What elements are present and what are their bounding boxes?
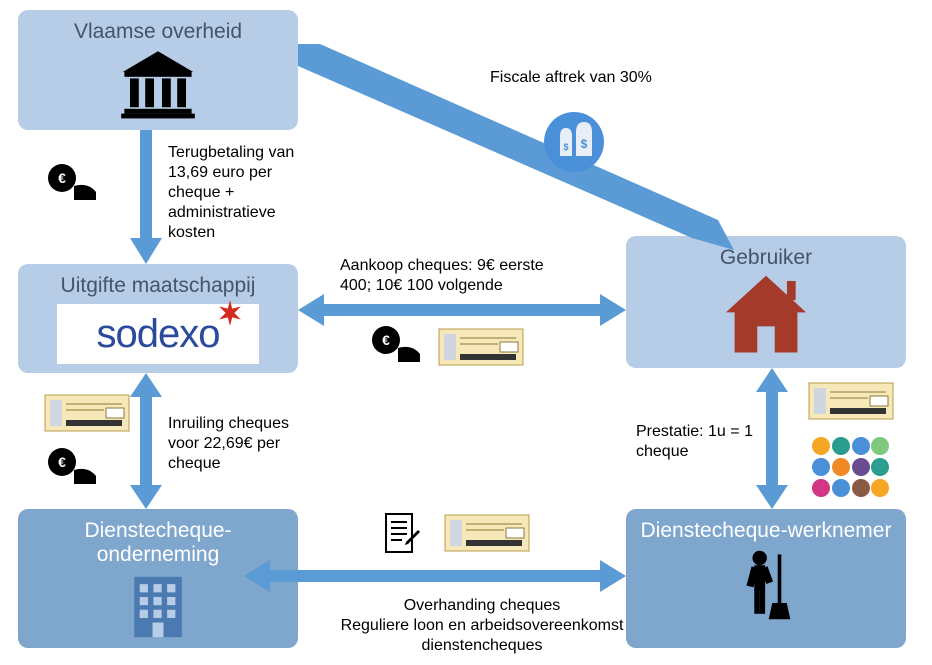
tax-badge-icon: $ $ <box>542 110 606 174</box>
house-icon <box>722 274 810 356</box>
contract-icon <box>382 512 422 556</box>
svg-text:€: € <box>382 332 390 348</box>
node-issuer-title: Uitgifte maatschappij <box>61 274 256 298</box>
cleaner-icon <box>734 549 798 621</box>
label-issuer-company: Inruiling cheques voor 22,69€ per cheque <box>168 414 308 474</box>
arrow-user-worker <box>752 368 792 509</box>
label-gov-to-user: Fiscale aftrek van 30% <box>490 68 710 88</box>
cheque-icon <box>438 328 524 366</box>
svg-text:€: € <box>58 170 66 186</box>
arrow-issuer-company <box>126 373 166 509</box>
node-government-title: Vlaamse overheid <box>74 20 242 44</box>
money-hand-icon: € <box>44 448 100 488</box>
node-worker-title: Dienstecheque-werknemer <box>641 519 892 543</box>
services-grid-icon <box>808 434 890 500</box>
node-worker-label: Dienstecheque-werknemer <box>641 519 892 542</box>
cheque-icon <box>808 382 894 420</box>
svg-text:€: € <box>58 454 66 470</box>
node-issuer: Uitgifte maatschappij sodexo <box>18 264 298 373</box>
node-government: Vlaamse overheid <box>18 10 298 130</box>
label-gov-to-issuer: Terugbetaling van 13,69 euro per cheque … <box>168 143 318 243</box>
svg-text:$: $ <box>563 142 568 152</box>
label-company-worker-text: Overhanding cheques Reguliere loon en ar… <box>341 597 624 654</box>
money-hand-icon: € <box>44 164 100 204</box>
arrow-issuer-user <box>298 292 626 328</box>
arrow-company-worker <box>244 558 626 594</box>
cheque-icon <box>444 514 530 552</box>
svg-text:$: $ <box>581 137 588 151</box>
node-company-label: Dienstecheque-onderneming <box>84 519 231 566</box>
label-user-worker: Prestatie: 1u = 1 cheque <box>636 422 756 462</box>
node-worker: Dienstecheque-werknemer <box>626 509 906 648</box>
cheque-icon <box>44 394 130 432</box>
sodexo-logo: sodexo <box>57 304 259 364</box>
bank-icon <box>118 48 198 120</box>
label-issuer-user: Aankoop cheques: 9€ eerste 400; 10€ 100 … <box>340 256 570 296</box>
label-company-worker: Overhanding cheques Reguliere loon en ar… <box>322 596 642 656</box>
office-building-icon <box>130 575 186 639</box>
money-hand-icon: € <box>368 326 424 366</box>
sodexo-logo-text: sodexo <box>97 312 220 357</box>
sodexo-star-icon <box>217 300 243 326</box>
arrow-gov-to-issuer <box>126 130 166 264</box>
